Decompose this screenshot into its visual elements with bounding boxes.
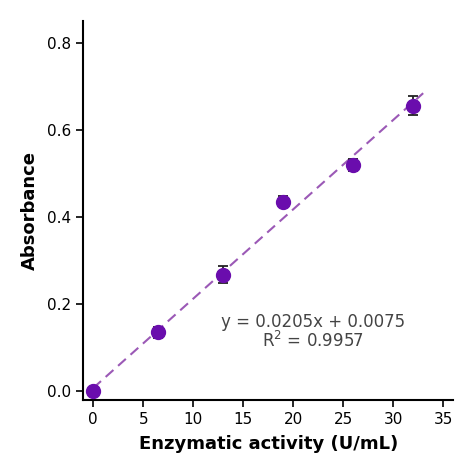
Y-axis label: Absorbance: Absorbance	[21, 151, 39, 270]
Text: y = 0.0205x + 0.0075: y = 0.0205x + 0.0075	[221, 312, 405, 330]
X-axis label: Enzymatic activity (U/mL): Enzymatic activity (U/mL)	[138, 435, 398, 453]
Text: R$^2$ = 0.9957: R$^2$ = 0.9957	[263, 331, 364, 351]
